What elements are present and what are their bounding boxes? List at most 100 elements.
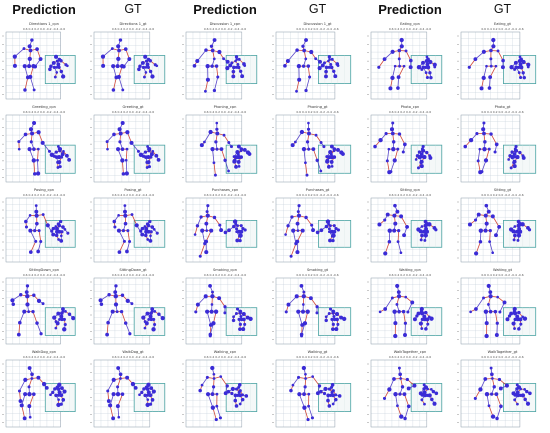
axis-ticks: 0.6 0.4 0.2 0.0 -0.2 -0.4 -0.6 xyxy=(203,355,247,359)
panel-title: Photo_cpn xyxy=(400,105,420,109)
skeleton-main-joint xyxy=(393,321,398,326)
skeleton-inset-joint xyxy=(326,398,330,403)
skeleton-main-joint xyxy=(297,375,301,379)
skeleton-inset-joint xyxy=(319,228,324,233)
skeleton-main-bone xyxy=(492,216,500,228)
skeleton-inset-joint xyxy=(426,322,430,326)
skeleton-main-joint xyxy=(478,387,483,392)
skeleton-main-joint xyxy=(111,377,116,382)
skeleton-inset-joint xyxy=(324,65,329,70)
skeleton-main-joint xyxy=(22,309,27,314)
skeleton-main-joint xyxy=(118,131,123,136)
skeleton-main-joint xyxy=(487,147,491,151)
pose-plot xyxy=(90,277,166,345)
skeleton-main-joint xyxy=(27,385,31,389)
skeleton-inset-joint xyxy=(516,223,521,228)
skeleton-main-joint xyxy=(106,320,110,325)
skeleton-inset-joint xyxy=(515,155,520,160)
panel-title: WalkDog_gt xyxy=(122,350,144,354)
skeleton-inset-joint xyxy=(150,74,155,79)
skeleton-main-joint xyxy=(23,377,28,382)
skeleton-main-joint xyxy=(390,75,395,81)
skeleton-main-bone xyxy=(290,243,297,257)
skeleton-inset-joint xyxy=(231,318,236,323)
skeleton-inset-joint xyxy=(509,311,514,316)
skeleton-inset-joint xyxy=(239,229,244,234)
skeleton-main-joint xyxy=(206,204,210,208)
skeleton-main-joint xyxy=(209,44,214,48)
skeleton-inset-joint xyxy=(327,404,332,408)
skeleton-main-joint xyxy=(389,127,395,132)
panel-title: Directions 1_cpn xyxy=(29,22,59,26)
skeleton-inset-joint xyxy=(147,165,152,169)
skeleton-main-bone xyxy=(121,311,127,324)
skeleton-main-joint xyxy=(116,385,120,389)
skeleton-inset-joint xyxy=(236,224,240,228)
skeleton-inset-joint xyxy=(62,317,66,322)
skeleton-inset-joint xyxy=(527,228,532,232)
skeleton-main-joint xyxy=(27,404,32,409)
skeleton-main-joint xyxy=(203,140,206,144)
skeleton-inset-joint xyxy=(71,316,76,321)
skeleton-main-joint xyxy=(304,57,308,61)
skeleton-main-joint xyxy=(200,383,204,387)
skeleton-inset-joint xyxy=(520,393,526,398)
skeleton-main-joint xyxy=(304,161,307,165)
skeleton-main-joint xyxy=(295,250,300,255)
skeleton-main-joint xyxy=(199,143,204,148)
skeleton-main-joint xyxy=(121,229,126,233)
skeleton-inset-joint xyxy=(247,152,252,156)
skeleton-main-joint xyxy=(117,127,122,132)
skeleton-main-bone xyxy=(28,394,35,407)
skeleton-main-joint xyxy=(495,321,499,325)
skeleton-main-joint xyxy=(468,137,474,143)
skeleton-main-joint xyxy=(315,158,319,163)
skeleton-main-bone xyxy=(213,162,216,176)
skeleton-main-joint xyxy=(504,383,509,388)
panel-title: SittingDown_cpn xyxy=(28,268,60,272)
skeleton-main-joint xyxy=(27,391,32,397)
skeleton-inset-joint xyxy=(528,391,532,396)
skeleton-inset-joint xyxy=(234,387,239,391)
skeleton-inset-joint xyxy=(425,150,429,155)
skeleton-main-joint xyxy=(205,213,210,218)
skeleton-inset-joint xyxy=(418,321,423,326)
skeleton-inset-joint xyxy=(66,231,70,235)
skeleton-main-bone xyxy=(305,76,310,91)
skeleton-main-bone xyxy=(216,406,221,418)
skeleton-main-joint xyxy=(482,121,486,125)
skeleton-inset-joint xyxy=(148,314,153,319)
skeleton-main-bone xyxy=(297,311,303,326)
skeleton-main-joint xyxy=(229,145,233,149)
pose-plot xyxy=(457,277,537,345)
skeleton-inset-joint xyxy=(336,322,340,326)
skeleton-main-bone xyxy=(125,322,131,334)
skeleton-inset-joint xyxy=(512,238,516,242)
skeleton-main-bone xyxy=(398,65,405,78)
skeleton-main-bone xyxy=(384,297,393,310)
skeleton-inset-joint xyxy=(414,158,418,161)
pose-panel: WalkDog_cpn 0.6 0.4 0.2 0.0 -0.2 -0.4 -0.… xyxy=(0,350,88,433)
column-header-1: GT xyxy=(124,2,142,16)
skeleton-main-joint xyxy=(134,223,139,228)
skeleton-main-joint xyxy=(192,64,197,68)
skeleton-inset-joint xyxy=(432,62,437,67)
skeleton-main-joint xyxy=(210,392,215,397)
skeleton-main-joint xyxy=(296,309,301,314)
skeleton-inset-joint xyxy=(424,229,429,234)
skeleton-main-joint xyxy=(125,298,130,303)
skeleton-main-joint xyxy=(106,147,109,151)
skeleton-main-joint xyxy=(297,77,302,82)
skeleton-main-joint xyxy=(24,225,28,229)
skeleton-main-joint xyxy=(210,294,215,299)
skeleton-inset-joint xyxy=(153,309,157,313)
skeleton-main-joint xyxy=(18,320,22,325)
skeleton-inset-joint xyxy=(144,65,148,69)
skeleton-main-joint xyxy=(118,38,123,42)
skeleton-inset-joint xyxy=(331,233,336,238)
skeleton-inset-joint xyxy=(157,312,161,317)
pose-plot xyxy=(457,197,537,263)
skeleton-inset-joint xyxy=(60,230,64,234)
skeleton-inset-joint xyxy=(513,230,517,234)
skeleton-inset-joint xyxy=(140,390,144,395)
